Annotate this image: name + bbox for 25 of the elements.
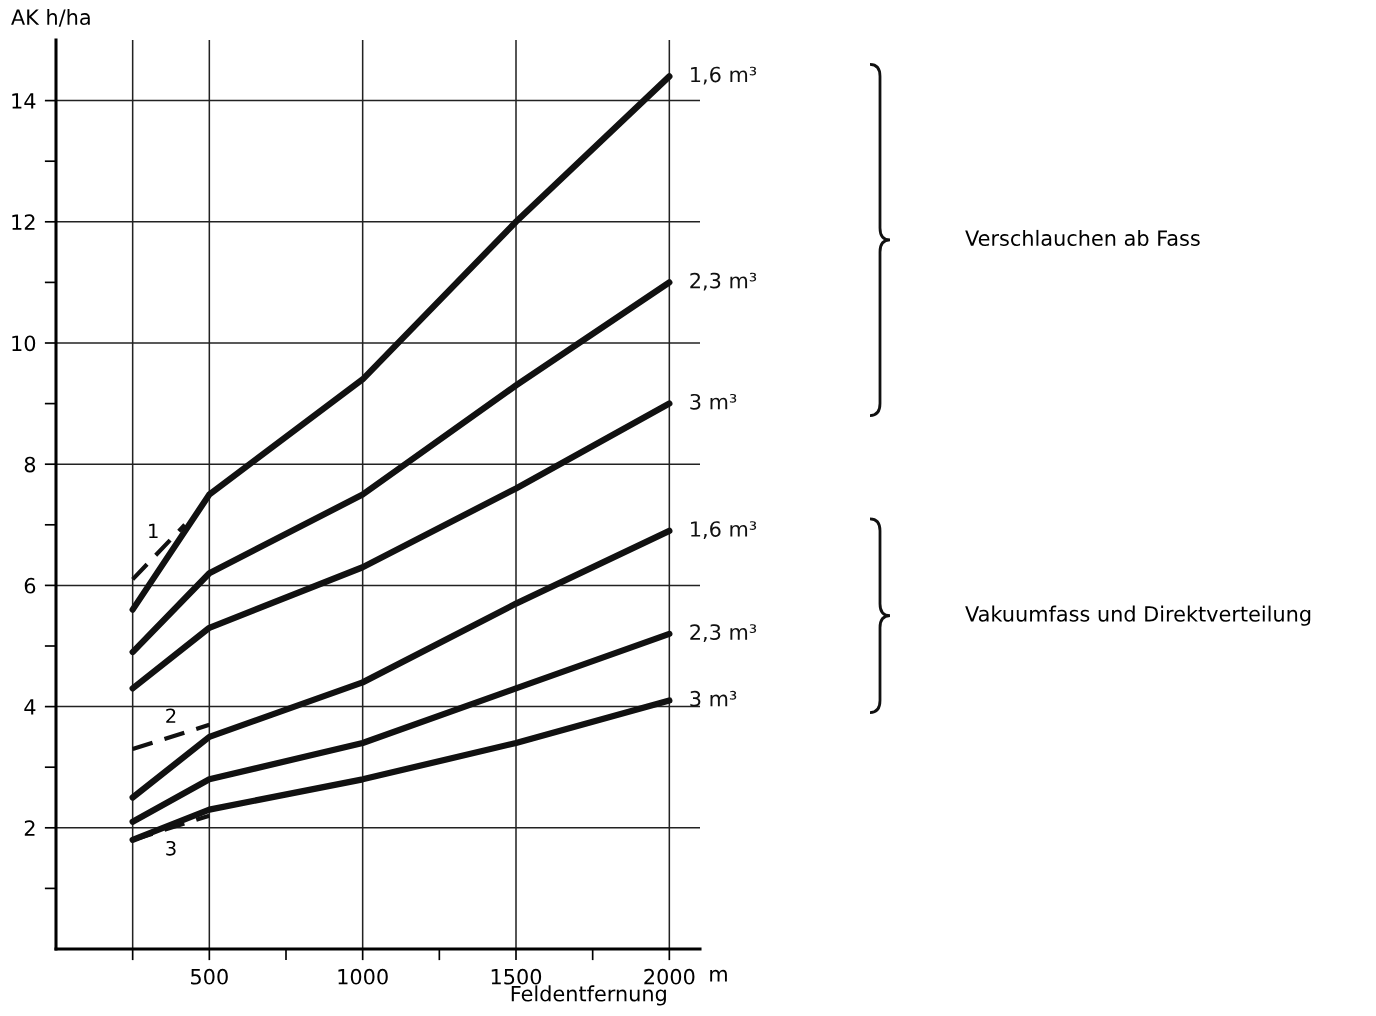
y-tick-label: 4 — [24, 699, 36, 715]
y-tick-label: 14 — [12, 93, 36, 109]
x-tick-label: 1500 — [491, 968, 542, 985]
text: Verschlauchen ab Fass — [965, 229, 1200, 247]
series-label: 1 — [149, 523, 158, 538]
x-tick-label: 500 — [191, 968, 228, 985]
x-tick-label: 2000 — [644, 968, 695, 985]
text: Vakuumfass und Direktverteilung — [965, 605, 1311, 626]
series-label: 2,3 m³ — [690, 272, 757, 291]
text: m — [710, 969, 727, 982]
series-label: 3 m³ — [690, 690, 737, 707]
series-label: 1,6 m³ — [691, 66, 757, 85]
y-tick-label: 10 — [12, 335, 36, 352]
series-label: 2,3 m³ — [690, 624, 757, 643]
series-label: 1,6 m³ — [691, 521, 757, 540]
y-tick-label: 8 — [24, 456, 36, 473]
y-tick-label: 6 — [24, 577, 36, 594]
x-tick-label: 1000 — [338, 968, 388, 985]
y-tick-label: 12 — [12, 214, 35, 230]
series-label: 3 m³ — [690, 393, 737, 410]
y-axis-title: AK h/ha — [11, 8, 90, 27]
series-label: 3 — [166, 840, 176, 856]
y-tick-label: 2 — [24, 820, 35, 836]
x-axis-title: Feldentfernung — [511, 985, 666, 1006]
series-label: 2 — [166, 708, 176, 723]
